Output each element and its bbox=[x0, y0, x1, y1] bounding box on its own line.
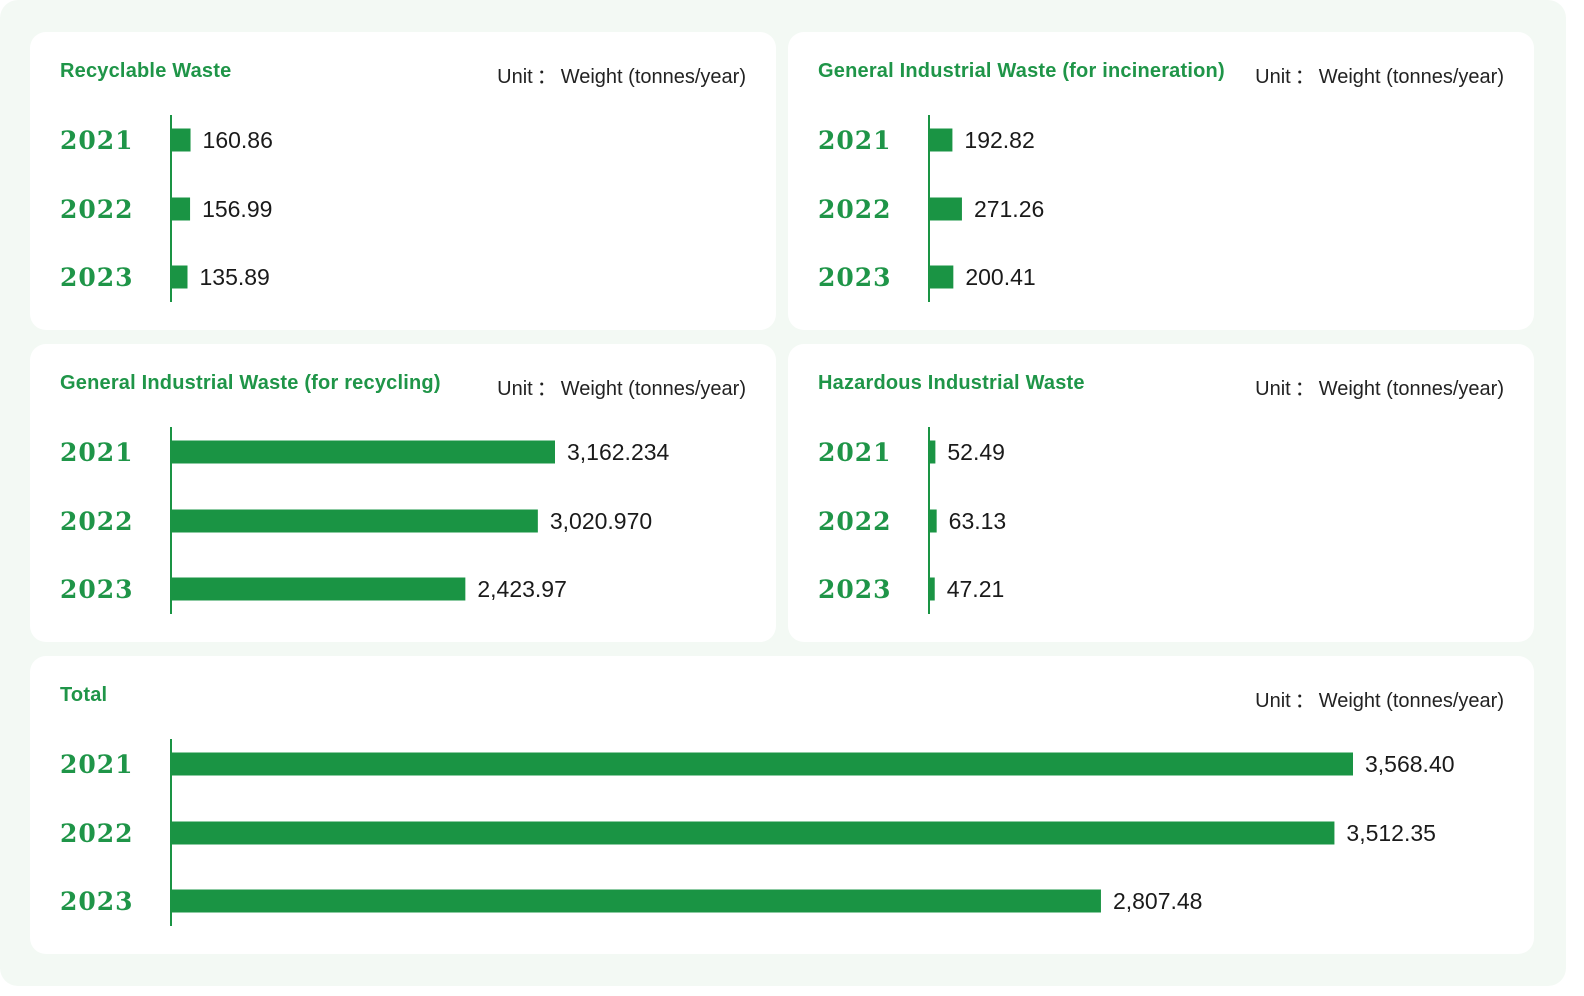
value-label-2021: 160.86 bbox=[203, 127, 273, 153]
incineration-waste-card: General Industrial Waste (for incinerati… bbox=[788, 32, 1534, 330]
category-label-2022: 2022 bbox=[818, 195, 892, 224]
card-title: General Industrial Waste (for incinerati… bbox=[818, 60, 1225, 82]
recyclable-waste-chart: 2021 160.86 2022 156.99 2023 135.89 bbox=[60, 115, 273, 302]
bar-2023 bbox=[929, 577, 935, 601]
bar-2021 bbox=[171, 440, 555, 464]
bar-2023 bbox=[171, 889, 1101, 913]
category-label-2023: 2023 bbox=[60, 575, 134, 604]
category-label-2022: 2022 bbox=[60, 507, 134, 536]
bar-2023 bbox=[929, 265, 954, 289]
total-waste-card: Total Unit： Weight (tonnes/year) 2021 3,56… bbox=[30, 656, 1534, 954]
value-label-2023: 135.89 bbox=[200, 264, 270, 290]
value-label-2023: 47.21 bbox=[947, 576, 1005, 602]
bar-2023 bbox=[171, 577, 466, 601]
value-label-2022: 271.26 bbox=[974, 196, 1044, 222]
bar-2021 bbox=[171, 128, 191, 152]
category-label-2022: 2022 bbox=[60, 195, 134, 224]
value-label-2021: 192.82 bbox=[964, 127, 1034, 153]
value-label-2021: 3,162.234 bbox=[567, 439, 670, 465]
category-label-2021: 2021 bbox=[60, 750, 134, 779]
category-label-2021: 2021 bbox=[60, 126, 134, 155]
bar-2021 bbox=[929, 440, 936, 464]
value-label-2021: 52.49 bbox=[947, 439, 1005, 465]
total-waste-chart: 2021 3,568.40 2022 3,512.35 2023 2,807.48 bbox=[60, 739, 1455, 926]
bar-2022 bbox=[171, 821, 1335, 845]
bar-2022 bbox=[929, 509, 937, 533]
category-label-2021: 2021 bbox=[818, 438, 892, 467]
recycling-industrial-waste-card: General Industrial Waste (for recycling)… bbox=[30, 344, 776, 642]
category-label-2022: 2022 bbox=[818, 507, 892, 536]
card-title: General Industrial Waste (for recycling) bbox=[60, 372, 441, 394]
value-label-2023: 2,807.48 bbox=[1113, 888, 1203, 914]
category-label-2023: 2023 bbox=[818, 263, 892, 292]
unit-label: Unit： Weight (tonnes/year) bbox=[1255, 690, 1504, 712]
category-label-2023: 2023 bbox=[818, 575, 892, 604]
dashboard-frame: Recyclable Waste Unit： Weight (tonnes/yea… bbox=[0, 0, 1566, 986]
unit-label: Unit： Weight (tonnes/year) bbox=[497, 66, 746, 88]
card-title: Hazardous Industrial Waste bbox=[818, 372, 1085, 394]
category-label-2022: 2022 bbox=[60, 819, 134, 848]
category-label-2023: 2023 bbox=[60, 263, 134, 292]
hazardous-waste-chart: 2021 52.49 2022 63.13 2023 47.21 bbox=[818, 427, 1007, 614]
category-label-2023: 2023 bbox=[60, 887, 134, 916]
card-title: Recyclable Waste bbox=[60, 60, 232, 82]
bar-2022 bbox=[929, 197, 962, 221]
unit-label: Unit： Weight (tonnes/year) bbox=[1255, 66, 1504, 88]
category-label-2021: 2021 bbox=[818, 126, 892, 155]
bar-2021 bbox=[929, 128, 953, 152]
recycling-industrial-waste-chart: 2021 3,162.234 2022 3,020.970 2023 2,423.97 bbox=[60, 427, 670, 614]
unit-label: Unit： Weight (tonnes/year) bbox=[1255, 378, 1504, 400]
hazardous-waste-card: Hazardous Industrial Waste Unit： Weight (… bbox=[788, 344, 1534, 642]
recyclable-waste-card: Recyclable Waste Unit： Weight (tonnes/yea… bbox=[30, 32, 776, 330]
value-label-2022: 156.99 bbox=[202, 196, 272, 222]
value-label-2022: 63.13 bbox=[949, 508, 1007, 534]
unit-label: Unit： Weight (tonnes/year) bbox=[497, 378, 746, 400]
card-title: Total bbox=[60, 684, 108, 706]
value-label-2023: 2,423.97 bbox=[477, 576, 567, 602]
value-label-2022: 3,512.35 bbox=[1346, 820, 1436, 846]
bar-2022 bbox=[171, 197, 191, 221]
bar-2023 bbox=[171, 265, 188, 289]
value-label-2023: 200.41 bbox=[965, 264, 1035, 290]
category-label-2021: 2021 bbox=[60, 438, 134, 467]
bar-2021 bbox=[171, 752, 1353, 776]
bar-2022 bbox=[171, 509, 538, 533]
incineration-waste-chart: 2021 192.82 2022 271.26 2023 200.41 bbox=[818, 115, 1044, 302]
value-label-2022: 3,020.970 bbox=[550, 508, 652, 534]
value-label-2021: 3,568.40 bbox=[1365, 751, 1455, 777]
